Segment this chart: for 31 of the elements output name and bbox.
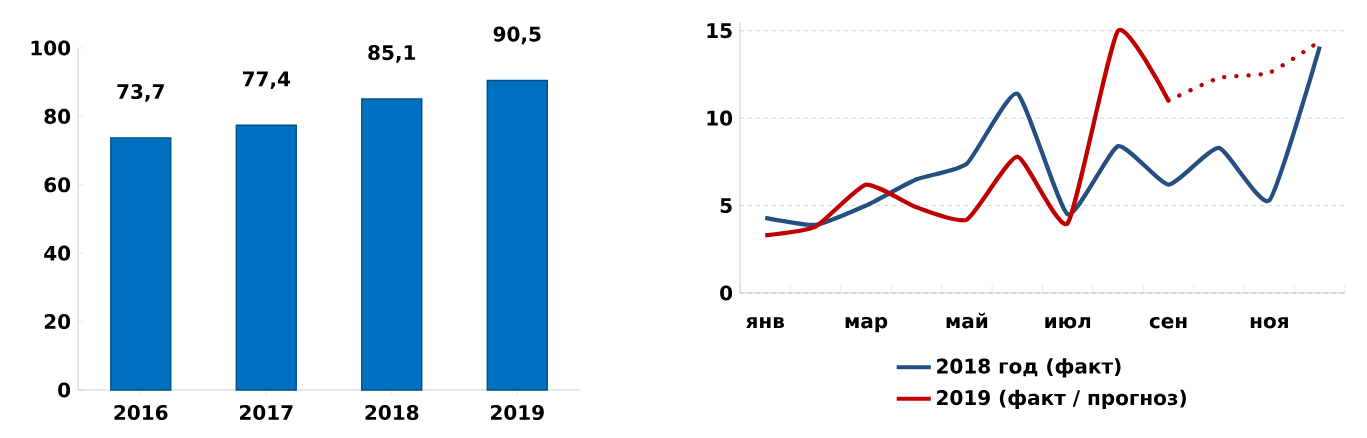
x-tick-label: 2019 [491, 404, 544, 421]
bar [486, 79, 548, 391]
x-tick-label: 2018 [365, 404, 419, 421]
x-tick-label: май [946, 312, 988, 329]
bar [235, 124, 297, 391]
bar [361, 98, 423, 391]
x-tick-label: ноя [1250, 316, 1288, 329]
legend-label: 2018 год (факт) [937, 358, 1121, 378]
line-series [763, 44, 1322, 227]
y-tick-label: 80 [44, 108, 71, 124]
y-tick-label: 5 [720, 198, 732, 214]
x-tick-label: 2017 [240, 404, 293, 421]
x-tick-label: июл [1045, 316, 1091, 329]
x-tick-label: 2016 [114, 404, 168, 421]
data-label: 90,5 [493, 26, 541, 45]
y-tick-label: 0 [58, 382, 71, 398]
data-label: 85,1 [368, 45, 416, 63]
legend-label: 2019 (факт / прогноз) [937, 389, 1186, 410]
y-tick-label: 40 [44, 245, 71, 261]
data-label: 77,4 [242, 71, 291, 90]
y-tick-label: 60 [44, 177, 71, 193]
bar [110, 137, 172, 391]
y-tick-label: 0 [720, 285, 733, 301]
y-tick-label: 10 [707, 110, 733, 126]
y-tick-label: 20 [44, 314, 71, 330]
y-tick-label: 100 [31, 40, 71, 56]
x-tick-label: янв [746, 317, 784, 329]
x-tick-label: сен [1149, 316, 1187, 329]
data-label: 73,7 [117, 83, 164, 102]
x-tick-label: мар [845, 316, 888, 333]
y-tick-label: 15 [707, 23, 732, 39]
